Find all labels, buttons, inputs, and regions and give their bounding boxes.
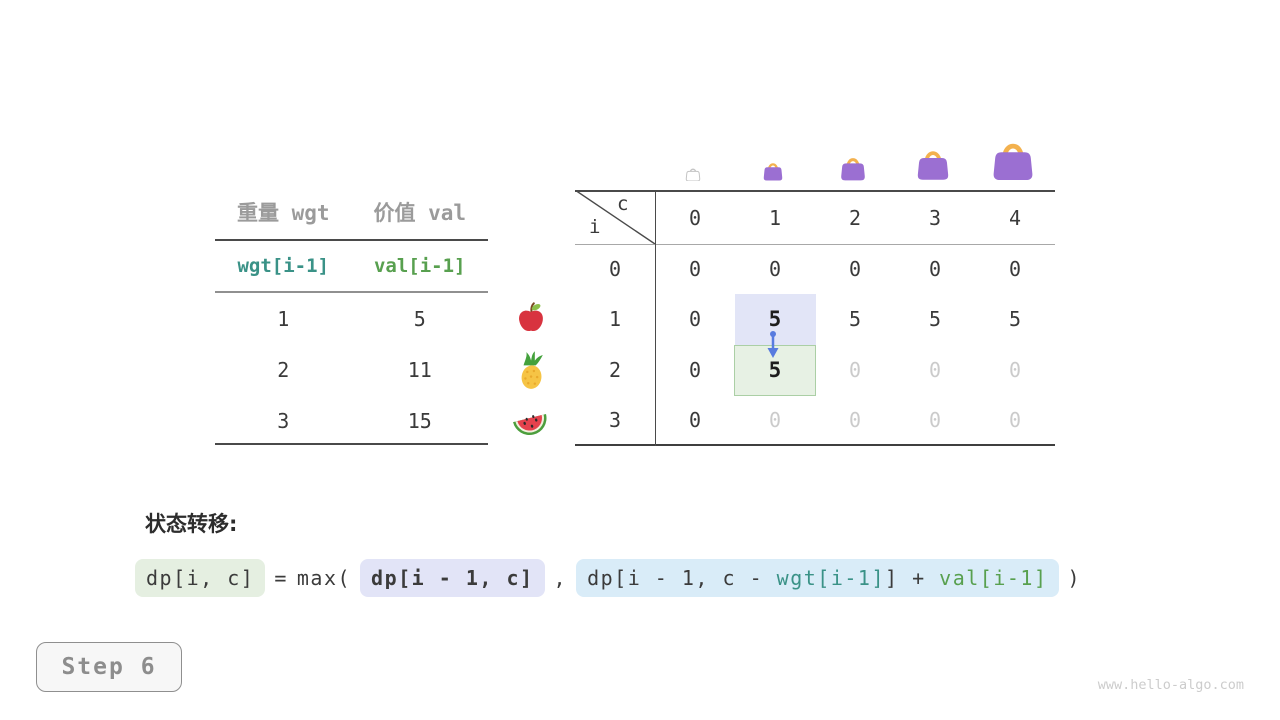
dp-table: c i 0 1 2 3 4 0 1 2 3 0 0 0 0 0 0 5 5 5 … [575, 190, 1055, 446]
item-2-weight: 2 [277, 358, 290, 382]
dp-cell-2-0: 0 [688, 358, 702, 382]
dp-cell-0-3: 0 [928, 257, 942, 281]
pineapple-icon [516, 351, 548, 391]
formula-keep-option-box: dp[i - 1, c] [360, 559, 545, 597]
formula-take-option-box: dp[i - 1, c - wgt[i-1]] + val[i-1] [576, 559, 1059, 597]
apple-icon [516, 301, 546, 333]
item-table-top-rule [215, 239, 488, 241]
watermelon-icon [511, 405, 549, 437]
dp-cell-3-3: 0 [928, 408, 942, 432]
bag-xlarge-icon [990, 137, 1036, 181]
row-header-1: 1 [608, 307, 622, 331]
take-option-val-term: val[i-1] [939, 566, 1048, 590]
watermark: www.hello-algo.com [1097, 677, 1244, 693]
item-3-value: 15 [407, 409, 432, 433]
dp-cell-0-4: 0 [1008, 257, 1022, 281]
formula-max-open: max( [296, 566, 352, 590]
dp-cell-1-4: 5 [1008, 307, 1022, 331]
bag-outline-icon [685, 166, 701, 182]
take-option-mid: ] + [885, 566, 940, 590]
formula-separator: , [553, 566, 568, 590]
item-table-mid-rule [215, 291, 488, 293]
source-cell-highlight [735, 294, 816, 345]
wgt-formula-label: wgt[i-1] [237, 255, 329, 277]
dp-cell-2-2: 0 [848, 358, 862, 382]
dp-table-header-rule [575, 244, 1055, 245]
dp-table-corner-cell: c i [575, 190, 655, 244]
dp-cell-2-3: 0 [928, 358, 942, 382]
bag-medium-icon [839, 154, 867, 181]
item-table-bottom-rule [215, 443, 488, 445]
value-column-header: 价值 val [373, 201, 467, 225]
dp-table-top-rule [575, 190, 1055, 192]
dp-cell-1-1: 5 [768, 307, 782, 331]
dp-cell-2-1: 5 [768, 358, 782, 382]
item-1-weight: 1 [277, 307, 290, 331]
dp-cell-1-0: 0 [688, 307, 702, 331]
col-header-1: 1 [768, 205, 782, 230]
item-table-formula-row: wgt[i-1] val[i-1] [215, 241, 488, 291]
dp-cell-0-0: 0 [688, 257, 702, 281]
dp-cell-3-4: 0 [1008, 408, 1022, 432]
item-row-3: 3 15 [215, 396, 488, 446]
dp-cell-3-2: 0 [848, 408, 862, 432]
weight-column-header: 重量 wgt [236, 201, 330, 225]
take-option-wgt-term: wgt[i-1] [776, 566, 885, 590]
corner-diagonal-line [575, 190, 655, 244]
dp-cell-0-1: 0 [768, 257, 782, 281]
bag-small-icon [762, 160, 784, 181]
formula-close-paren: ) [1067, 566, 1082, 590]
formula-heading: 状态转移: [145, 512, 238, 536]
item-table-header: 重量 wgt 价值 val [215, 190, 488, 234]
val-formula-label: val[i-1] [373, 255, 466, 277]
corner-col-variable: c [617, 193, 629, 215]
item-row-2: 2 11 [215, 345, 488, 395]
item-table: 重量 wgt 价值 val wgt[i-1] val[i-1] 1 5 2 11… [215, 190, 488, 450]
corner-row-variable: i [589, 216, 601, 238]
transition-arrow-icon [765, 330, 781, 360]
dp-cell-1-2: 5 [848, 307, 862, 331]
item-1-value: 5 [413, 307, 426, 331]
dp-cell-0-2: 0 [848, 257, 862, 281]
dp-cell-1-3: 5 [928, 307, 942, 331]
col-header-2: 2 [848, 205, 862, 230]
dp-table-bottom-rule [575, 444, 1055, 446]
item-2-value: 11 [407, 358, 432, 382]
row-header-3: 3 [608, 408, 622, 432]
item-row-1: 1 5 [215, 294, 488, 344]
col-header-0: 0 [688, 205, 702, 230]
row-header-2: 2 [608, 358, 622, 382]
state-transition-formula: dp[i, c] = max( dp[i - 1, c] , dp[i - 1,… [135, 559, 1090, 597]
col-header-4: 4 [1008, 205, 1022, 230]
row-header-0: 0 [608, 257, 622, 281]
dp-table-vertical-rule [655, 190, 657, 446]
dp-cell-3-1: 0 [768, 408, 782, 432]
dp-cell-3-0: 0 [688, 408, 702, 432]
formula-equals: = [274, 566, 288, 590]
bag-large-icon [915, 146, 951, 181]
formula-result-box: dp[i, c] [135, 559, 266, 597]
take-option-prefix: dp[i - 1, c - [587, 566, 777, 590]
item-3-weight: 3 [277, 409, 290, 433]
step-badge-label: Step 6 [61, 654, 157, 680]
dp-cell-2-4: 0 [1008, 358, 1022, 382]
step-badge: Step 6 [36, 642, 182, 692]
col-header-3: 3 [928, 205, 942, 230]
